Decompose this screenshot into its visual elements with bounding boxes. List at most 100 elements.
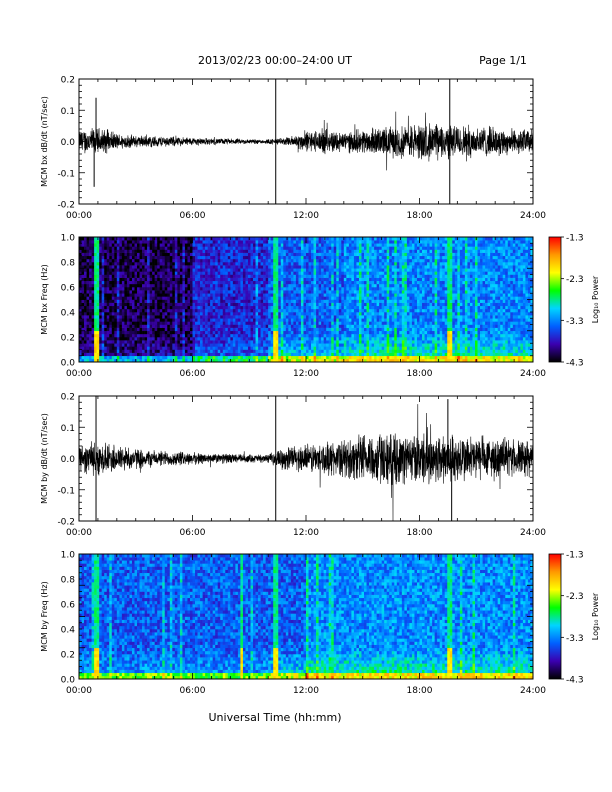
spectrogram-cell: [217, 240, 221, 244]
spectrogram-cell: [184, 308, 188, 313]
spectrogram-cell: [247, 296, 251, 300]
spectrogram-cell: [177, 358, 181, 363]
spectrogram-cell: [316, 293, 319, 297]
spectrogram-cell: [268, 240, 271, 244]
spectrogram-cell: [215, 265, 219, 269]
spectrogram-cell: [346, 358, 350, 363]
spectrogram-cell: [179, 290, 183, 294]
y-tick-label: -0.2: [57, 201, 75, 211]
spectrogram-cell: [134, 287, 138, 291]
spectrogram-cell: [318, 308, 322, 313]
spectrogram-cell: [174, 355, 178, 360]
spectrogram-cell: [154, 346, 158, 350]
spectrogram-cell: [366, 274, 370, 278]
spectrogram-cell: [79, 330, 82, 335]
spectrogram-cell: [187, 243, 191, 247]
spectrogram-cell: [247, 318, 251, 322]
spectrogram-cell: [162, 333, 166, 338]
spectrogram-cell: [192, 243, 196, 247]
spectrogram-cell: [278, 255, 282, 260]
spectrogram-cell: [235, 246, 239, 250]
spectrogram-cell: [147, 312, 150, 316]
spectrogram-cell: [374, 237, 377, 241]
spectrogram-cell: [250, 243, 254, 247]
spectrogram-cell: [343, 327, 347, 332]
spectrogram-cell: [79, 352, 82, 357]
spectrogram-cell: [124, 330, 128, 335]
spectrogram-cell: [144, 265, 148, 269]
spectrogram-cell: [346, 277, 350, 282]
spectrogram-cell: [212, 280, 216, 285]
spectrogram-cell: [278, 333, 282, 338]
spectrogram-cell: [366, 277, 370, 282]
spectrogram-cell: [212, 305, 216, 310]
spectrogram-cell: [174, 246, 178, 250]
spectrogram-cell: [116, 296, 120, 300]
spectrogram-cell: [215, 249, 219, 253]
spectrogram-cell: [116, 287, 120, 291]
spectrogram-cell: [169, 283, 173, 288]
spectrogram-cell: [288, 333, 292, 338]
spectrogram-cell: [172, 249, 176, 253]
spectrogram-cell: [263, 271, 266, 275]
spectrogram-cell: [220, 287, 224, 291]
spectrogram-cell: [220, 265, 224, 269]
spectrogram-cell: [369, 271, 372, 275]
spectrogram-cell: [124, 274, 128, 278]
spectrogram-cell: [129, 330, 133, 335]
spectrogram-cell: [121, 255, 125, 260]
spectrogram-cell: [177, 343, 181, 347]
spectrogram-cell: [159, 327, 163, 332]
spectrogram-cell: [245, 349, 249, 353]
spectrogram-cell: [232, 255, 236, 260]
spectrogram-cell: [222, 352, 226, 357]
spectrogram-cell: [253, 283, 256, 288]
spectrogram-cell: [167, 262, 171, 266]
spectrogram-cell: [184, 302, 188, 307]
spectrogram-cell: [336, 333, 340, 338]
spectrogram-cell: [351, 358, 355, 363]
spectrogram-cell: [338, 290, 342, 294]
spectrogram-cell: [205, 255, 208, 260]
spectrogram-cell: [220, 333, 224, 338]
spectrogram-cell: [265, 240, 269, 244]
spectrogram-cell: [369, 330, 372, 335]
spectrogram-cell: [348, 324, 352, 328]
spectrogram-cell: [280, 337, 284, 341]
spectrogram-cell: [263, 308, 266, 313]
spectrogram-cell: [364, 324, 367, 328]
spectrogram-cell: [222, 333, 226, 338]
spectrogram-cell: [124, 237, 128, 241]
spectrogram-cell: [179, 330, 183, 335]
spectrogram-cell: [114, 283, 118, 288]
spectrogram-cell: [131, 240, 135, 244]
spectrogram-cell: [137, 277, 140, 282]
spectrogram-cell: [89, 277, 92, 282]
spectrogram-cell: [326, 293, 329, 297]
spectrogram-cell: [192, 246, 196, 250]
spectrogram-cell: [346, 321, 350, 325]
spectrogram-cell: [374, 302, 377, 307]
spectrogram-cell: [371, 343, 375, 347]
spectrogram-cell: [316, 249, 319, 253]
spectrogram-cell: [99, 262, 102, 266]
spectrogram-cell: [331, 283, 335, 288]
spectrogram-cell: [366, 255, 370, 260]
spectrogram-cell: [381, 315, 385, 319]
spectrogram-cell: [184, 352, 188, 357]
spectrogram-cell: [131, 324, 135, 328]
spectrogram-cell: [167, 280, 171, 285]
spectrogram-cell: [346, 346, 350, 350]
spectrogram-cell: [84, 280, 87, 285]
spectrogram-cell: [131, 262, 135, 266]
spectrogram-cell: [162, 340, 166, 344]
spectrogram-cell: [358, 349, 362, 353]
spectrogram-cell: [172, 246, 176, 250]
spectrogram-cell: [227, 352, 231, 357]
spectrogram-cell: [116, 268, 120, 272]
spectrogram-cell: [240, 274, 244, 278]
spectrogram-cell: [167, 277, 171, 282]
spectrogram-cell: [202, 255, 206, 260]
spectrogram-cell: [306, 243, 309, 247]
spectrogram-cell: [167, 246, 171, 250]
